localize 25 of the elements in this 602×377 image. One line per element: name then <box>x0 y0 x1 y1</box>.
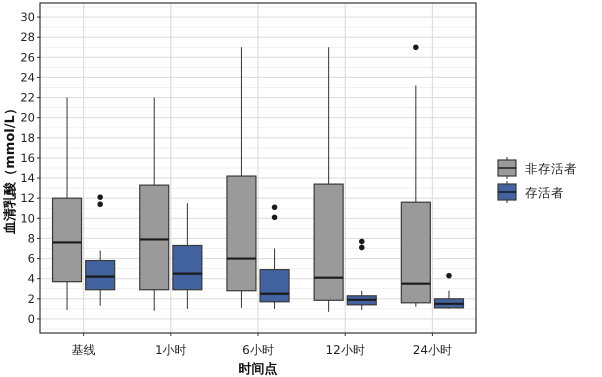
y-tick-label: 26 <box>20 50 35 64</box>
y-tick-label: 18 <box>20 130 35 145</box>
y-tick-label: 14 <box>20 171 35 186</box>
y-tick-label: 6 <box>28 252 35 266</box>
y-tick-label: 0 <box>28 312 35 326</box>
y-tick-label: 12 <box>20 191 35 206</box>
y-axis-title: 血清乳酸（mmol/L） <box>2 102 18 235</box>
y-tick-label: 20 <box>20 110 35 125</box>
x-tick-label: 12小时 <box>326 343 365 357</box>
x-tick-label: 24小时 <box>412 343 452 357</box>
y-tick-label: 16 <box>20 150 35 165</box>
legend-label: 存活者 <box>525 185 564 200</box>
y-tick-label: 28 <box>20 30 35 44</box>
y-tick-label: 30 <box>20 10 35 24</box>
y-tick-label: 8 <box>28 231 35 246</box>
y-tick-label: 10 <box>20 211 35 226</box>
x-axis-title: 时间点 <box>238 361 278 377</box>
x-tick-label: 基线 <box>72 343 96 357</box>
y-tick-label: 24 <box>20 70 35 84</box>
legend-label: 非存活者 <box>525 161 577 176</box>
x-tick-label: 6小时 <box>242 343 274 357</box>
x-tick-label: 1小时 <box>154 343 187 357</box>
y-tick-label: 2 <box>28 292 35 306</box>
y-tick-label: 22 <box>20 90 35 105</box>
y-tick-label: 4 <box>28 272 35 286</box>
